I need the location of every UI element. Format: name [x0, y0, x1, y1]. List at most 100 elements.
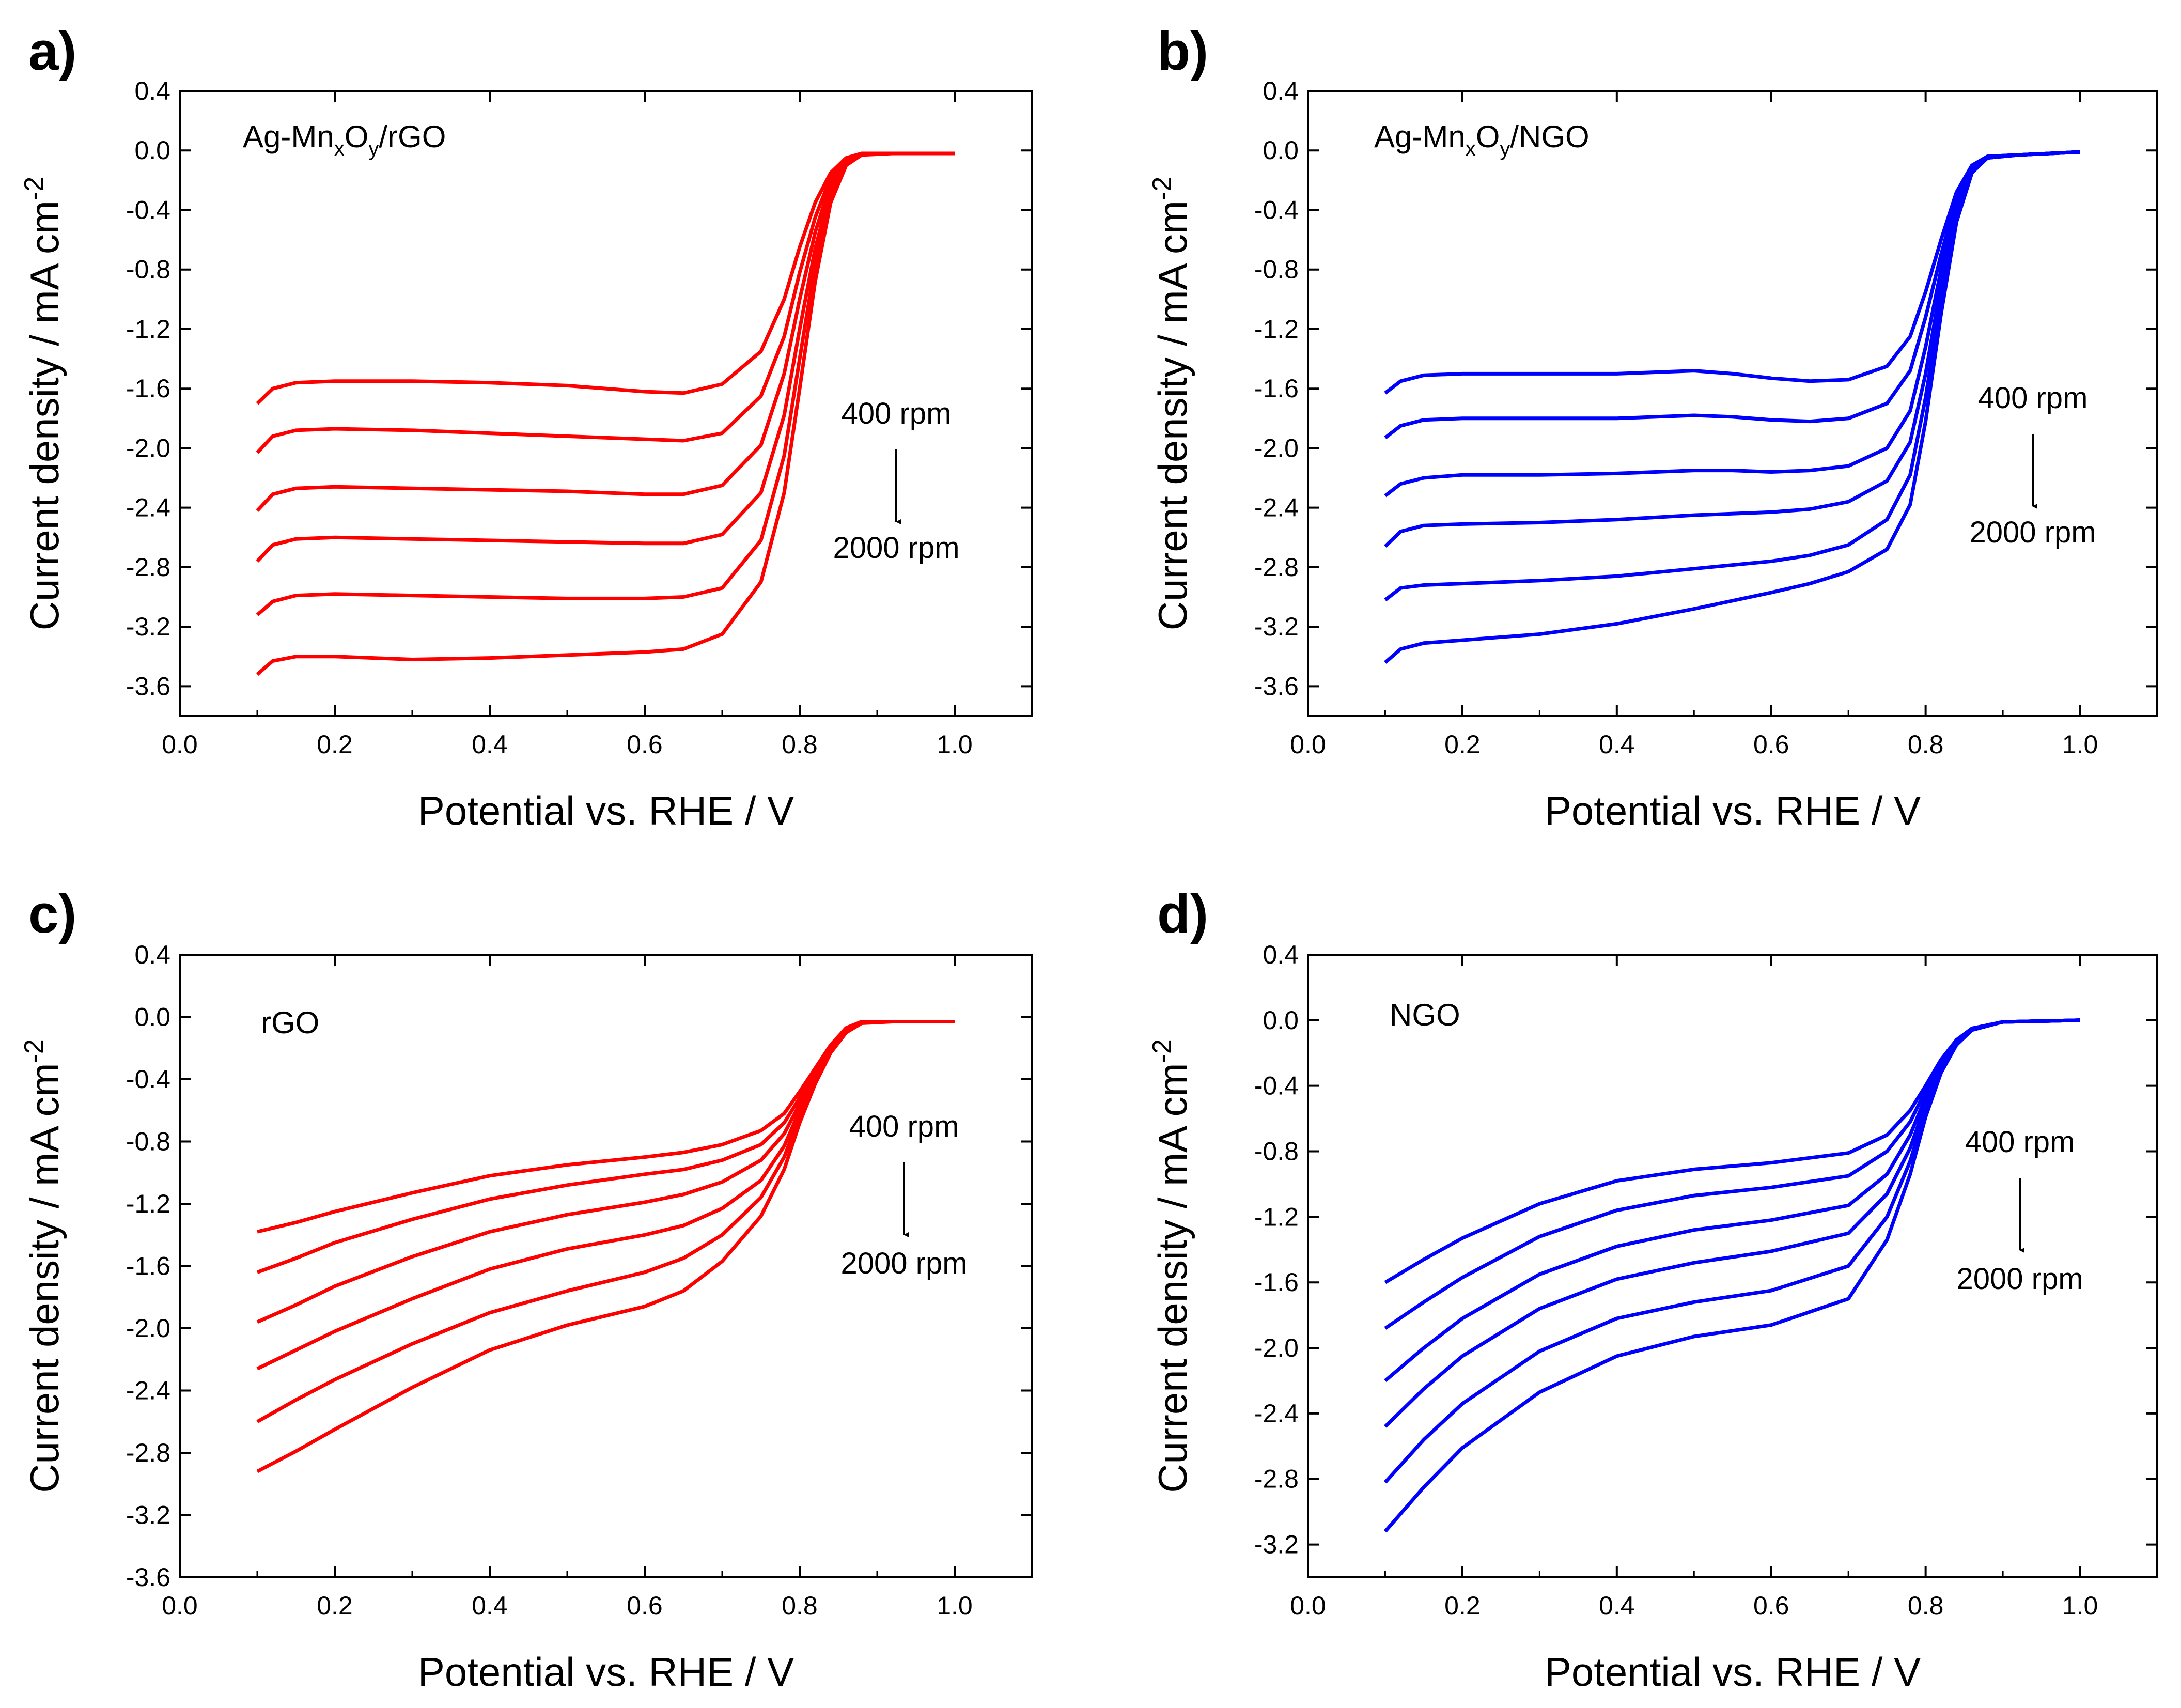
y-tick-label: 0.4	[1263, 940, 1299, 969]
y-tick-label: -1.2	[126, 1189, 170, 1218]
y-tick-label: -3.2	[1254, 1530, 1299, 1559]
y-tick-label: -1.6	[126, 374, 170, 403]
y-tick-label: 0.0	[134, 136, 170, 165]
panel-d: 0.0 0.2 0.4 0.6 0.8 1.0 0.4 0.0 -0.4 -0.8 -1.2 -1.6…	[1147, 884, 2158, 1695]
x-tick-label: 0.2	[1444, 1591, 1481, 1620]
y-tick-label: -1.6	[1254, 374, 1299, 403]
y-axis-label: Current density / mA cm-2	[1147, 1039, 1195, 1493]
y-tick-label: -2.0	[126, 1314, 170, 1343]
panel-label: d)	[1157, 884, 1208, 944]
curve-2000-rpm	[1384, 150, 2080, 664]
y-tick-label: -0.8	[1254, 255, 1299, 284]
x-tick-label: 0.2	[317, 730, 353, 759]
y-tick-label: -3.6	[1254, 672, 1299, 701]
y-tick-label: -0.8	[1254, 1137, 1299, 1166]
curve-2000-rpm	[256, 1020, 955, 1473]
panel-c: 0.0 0.2 0.4 0.6 0.8 1.0 0.4 0.0 -0.4 -0.8 -1.2 -1.6…	[19, 884, 1033, 1695]
x-tick-label: 0.8	[782, 1591, 818, 1620]
y-tick-label: -2.4	[126, 1376, 170, 1405]
y-tick-label: -1.2	[1254, 315, 1299, 344]
y-tick-label: -0.4	[126, 195, 170, 224]
curve-2000-rpm	[256, 151, 955, 676]
x-tick-label: 0.0	[1290, 1591, 1326, 1620]
y-tick-label: -0.8	[126, 255, 170, 284]
y-tick-label: -0.8	[126, 1127, 170, 1156]
y-tick-label: 0.0	[1263, 136, 1299, 165]
series-label: Ag-MnxOy/NGO	[1374, 119, 1590, 160]
x-axis-label: Potential vs. RHE / V	[1545, 1649, 1921, 1695]
x-tick-label: 0.4	[1599, 1591, 1635, 1620]
panel-label: c)	[28, 884, 76, 944]
annotation-end-rpm: 2000 rpm	[833, 531, 959, 565]
annotation-start-rpm: 400 rpm	[842, 397, 952, 430]
y-tick-label: -2.8	[1254, 553, 1299, 582]
x-tick-label: 0.6	[627, 730, 663, 759]
x-axis-label: Potential vs. RHE / V	[418, 1649, 794, 1695]
annotation-start-rpm: 400 rpm	[1965, 1125, 2075, 1159]
y-tick-label: -0.4	[1254, 195, 1299, 224]
x-axis-label: Potential vs. RHE / V	[1545, 788, 1921, 833]
y-tick-label: -2.8	[126, 553, 170, 582]
x-tick-label: 0.2	[1444, 730, 1481, 759]
panel-label: b)	[1157, 21, 1208, 82]
y-tick-label: -2.0	[126, 433, 170, 462]
y-tick-label: 0.4	[1263, 76, 1299, 105]
y-axis-label: Current density / mA cm-2	[19, 177, 67, 631]
y-tick-label: -1.2	[1254, 1202, 1299, 1231]
x-axis-label: Potential vs. RHE / V	[418, 788, 794, 833]
x-tick-label: 0.0	[162, 1591, 198, 1620]
y-tick-label: -2.4	[126, 493, 170, 522]
y-tick-label: -2.0	[1254, 1333, 1299, 1362]
annotation-end-rpm: 2000 rpm	[1969, 516, 2096, 549]
y-tick-label: -1.6	[1254, 1268, 1299, 1297]
x-tick-label: 0.4	[472, 730, 508, 759]
y-tick-label: -3.2	[126, 1501, 170, 1530]
y-tick-label: 0.0	[1263, 1006, 1299, 1035]
x-tick-label: 1.0	[937, 730, 973, 759]
y-tick-label: -2.4	[1254, 1399, 1299, 1428]
x-tick-label: 1.0	[2062, 1591, 2098, 1620]
y-tick-label: -3.6	[126, 1563, 170, 1592]
plot-frame	[179, 90, 1033, 717]
y-tick-label: -2.8	[126, 1438, 170, 1467]
y-tick-label: -2.0	[1254, 433, 1299, 462]
y-tick-label: 0.0	[134, 1003, 170, 1032]
y-tick-label: -2.4	[1254, 493, 1299, 522]
annotation-start-rpm: 400 rpm	[849, 1110, 959, 1143]
x-tick-label: 1.0	[2062, 730, 2098, 759]
x-tick-label: 0.4	[1599, 730, 1635, 759]
panel-a: 0.0 0.2 0.4 0.6 0.8 1.0 0.4 0.0 -0.4 -0.8 -1.2 -1.6…	[19, 21, 1033, 833]
y-tick-label: -3.6	[126, 672, 170, 701]
x-tick-label: 0.2	[317, 1591, 353, 1620]
y-tick-label: 0.4	[134, 940, 170, 969]
panel-b: 0.0 0.2 0.4 0.6 0.8 1.0 0.4 0.0 -0.4 -0.8 -1.2 -1.6…	[1147, 21, 2158, 833]
x-tick-label: 0.8	[782, 730, 818, 759]
series-label: rGO	[261, 1005, 319, 1040]
annotation-start-rpm: 400 rpm	[1978, 381, 2088, 415]
plot-frame	[1307, 954, 2158, 1578]
x-tick-label: 0.8	[1908, 730, 1944, 759]
curve-2000-rpm	[1383, 1018, 2080, 1533]
y-tick-label: -2.8	[1254, 1465, 1299, 1494]
y-tick-label: -3.2	[1254, 612, 1299, 641]
series-label: NGO	[1390, 998, 1460, 1032]
annotation-end-rpm: 2000 rpm	[840, 1247, 967, 1280]
x-tick-label: 0.6	[1753, 1591, 1789, 1620]
y-tick-label: -1.6	[126, 1252, 170, 1281]
plot-frame	[1307, 90, 2158, 717]
x-tick-label: 0.0	[162, 730, 198, 759]
panel-label: a)	[28, 21, 76, 82]
y-tick-label: -3.2	[126, 612, 170, 641]
x-tick-label: 0.4	[472, 1591, 508, 1620]
annotation-end-rpm: 2000 rpm	[1956, 1262, 2083, 1296]
y-axis-label: Current density / mA cm-2	[1147, 177, 1195, 631]
x-tick-label: 0.8	[1908, 1591, 1944, 1620]
y-axis-label: Current density / mA cm-2	[19, 1039, 67, 1493]
y-tick-label: 0.4	[134, 76, 170, 105]
y-tick-label: -0.4	[126, 1065, 170, 1094]
x-tick-label: 0.6	[1753, 730, 1789, 759]
x-tick-label: 0.6	[627, 1591, 663, 1620]
x-tick-label: 1.0	[937, 1591, 973, 1620]
